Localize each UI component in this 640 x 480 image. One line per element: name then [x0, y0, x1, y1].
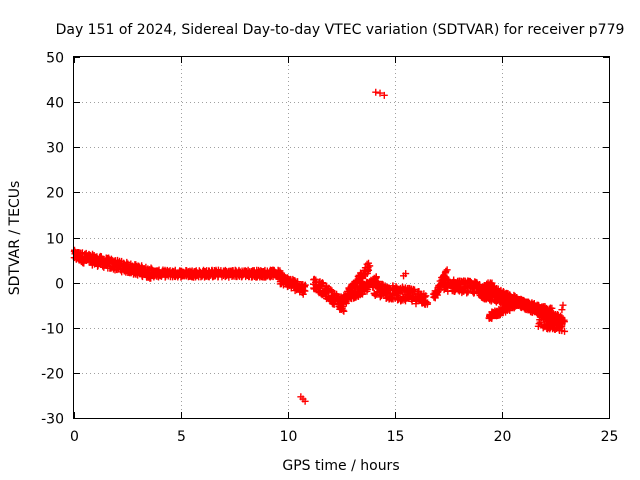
x-tick-label: 0	[70, 429, 79, 445]
y-axis-label: SDTVAR / TECUs	[7, 181, 23, 296]
data-point-outlier	[372, 88, 380, 96]
data-point	[547, 310, 555, 318]
x-tick-label: 25	[601, 429, 619, 445]
x-tick-label: 5	[177, 429, 186, 445]
y-tick-label: 0	[55, 277, 64, 293]
data-point	[560, 318, 568, 326]
data-point	[344, 297, 352, 305]
chart-title: Day 151 of 2024, Sidereal Day-to-day VTE…	[56, 22, 625, 38]
x-tick-label: 20	[494, 429, 512, 445]
data-point-outlier	[380, 91, 388, 99]
grid	[74, 57, 609, 418]
y-ticks: -30 -20 -10 0 10 20 30 40 50	[41, 51, 609, 428]
data-point	[510, 304, 518, 312]
data-point-outlier	[559, 301, 567, 309]
y-tick-label: -30	[41, 412, 64, 428]
data-point	[366, 262, 374, 270]
data-point-outlier	[402, 270, 410, 278]
data-point	[422, 292, 430, 300]
x-tick-label: 10	[280, 429, 298, 445]
y-tick-label: 10	[46, 232, 64, 248]
data-point	[340, 307, 348, 315]
y-tick-label: 30	[46, 141, 64, 157]
x-ticks: 0 5 10 15 20 25	[70, 57, 618, 445]
x-tick-label: 15	[387, 429, 405, 445]
data-point-outlier	[376, 89, 384, 97]
data-point	[359, 274, 367, 282]
data-point-outlier	[301, 397, 309, 405]
data-point	[548, 304, 556, 312]
y-tick-label: -10	[41, 322, 64, 338]
data-point	[365, 266, 373, 274]
data-point	[301, 283, 309, 291]
plot-frame	[73, 56, 610, 419]
y-tick-label: 50	[46, 51, 64, 67]
data-point	[551, 312, 559, 320]
data-points	[70, 88, 569, 405]
y-tick-label: -20	[41, 367, 64, 383]
data-point	[561, 327, 569, 335]
data-point	[372, 273, 380, 281]
y-tick-label: 20	[46, 186, 64, 202]
y-tick-label: 40	[46, 96, 64, 112]
data-point	[443, 266, 451, 274]
data-point-outlier	[558, 306, 566, 314]
data-point	[423, 300, 431, 308]
x-axis-label: GPS time / hours	[282, 458, 399, 474]
data-point	[488, 279, 496, 287]
data-point	[371, 291, 379, 299]
